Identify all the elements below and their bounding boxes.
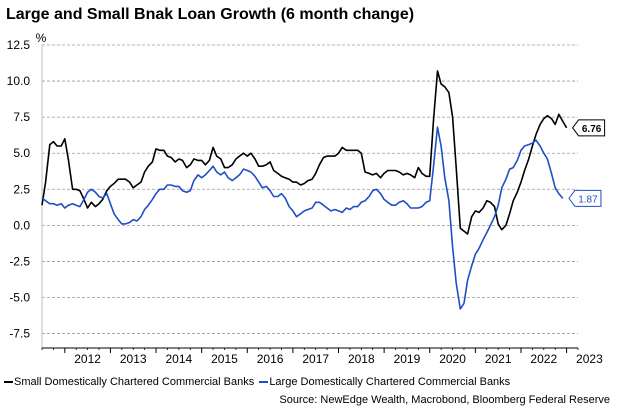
y-tick-label: 7.5 xyxy=(13,110,30,124)
x-tick-label: 2012 xyxy=(74,352,101,366)
x-tick-label: 2023 xyxy=(576,352,603,366)
end-label-small-banks: 6.76 xyxy=(571,119,606,137)
legend-item-small-banks: Small Domestically Chartered Commercial … xyxy=(4,376,254,388)
x-tick-label: 2016 xyxy=(257,352,284,366)
end-label-box xyxy=(568,189,602,207)
x-axis: 2012 2013 2014 2015 2016 2017 2018 2019 2020 2021… xyxy=(41,347,603,366)
legend-item-large-banks: Large Domestically Chartered Commercial … xyxy=(259,376,510,388)
chart-title: Large and Small Bnak Loan Growth (6 mont… xyxy=(6,6,415,23)
legend-swatch-small-banks xyxy=(4,381,13,383)
y-tick-label: 10.0 xyxy=(7,74,31,88)
end-label-text: 6.76 xyxy=(582,124,602,135)
legend: Small Domestically Chartered Commercial … xyxy=(4,374,512,388)
y-tick-label: -7.5 xyxy=(9,327,30,341)
end-label-text: 1.87 xyxy=(578,194,598,205)
series-line-large-banks xyxy=(41,126,564,310)
x-tick-label: 2015 xyxy=(211,352,238,366)
y-axis-label: % xyxy=(36,31,47,45)
end-labels: 6.76 1.87 xyxy=(568,119,606,207)
y-tick-label: 2.5 xyxy=(13,182,30,196)
y-tick-label: 12.5 xyxy=(7,38,31,52)
x-tick-label: 2022 xyxy=(530,352,557,366)
x-tick-label: 2021 xyxy=(485,352,512,366)
y-tick-label: 5.0 xyxy=(13,146,30,160)
x-tick-label: 2014 xyxy=(165,352,192,366)
x-tick-label: 2013 xyxy=(120,352,147,366)
y-tick-label: 0.0 xyxy=(13,218,30,232)
x-tick-label: 2020 xyxy=(439,352,466,366)
y-axis: % 12.5 10.0 7.5 5.0 2.5 0.0 -2.5 -5.0 -7.5 xyxy=(7,31,47,348)
legend-swatch-large-banks xyxy=(259,381,269,383)
x-tick-label: 2019 xyxy=(394,352,421,366)
legend-label-small-banks: Small Domestically Chartered Commercial … xyxy=(14,376,255,388)
grid-lines xyxy=(42,44,578,334)
series-line-small-banks xyxy=(41,70,568,235)
end-label-large-banks: 1.87 xyxy=(568,189,602,207)
y-tick-label: -2.5 xyxy=(9,254,30,268)
y-tick-label: -5.0 xyxy=(9,291,30,305)
x-tick-label: 2018 xyxy=(348,352,375,366)
end-label-box xyxy=(571,119,606,137)
series-lines xyxy=(41,70,568,310)
source-note: Source: NewEdge Wealth, Macrobond, Bloom… xyxy=(279,394,610,406)
x-tick-label: 2017 xyxy=(302,352,329,366)
legend-label-large-banks: Large Domestically Chartered Commercial … xyxy=(269,376,511,388)
